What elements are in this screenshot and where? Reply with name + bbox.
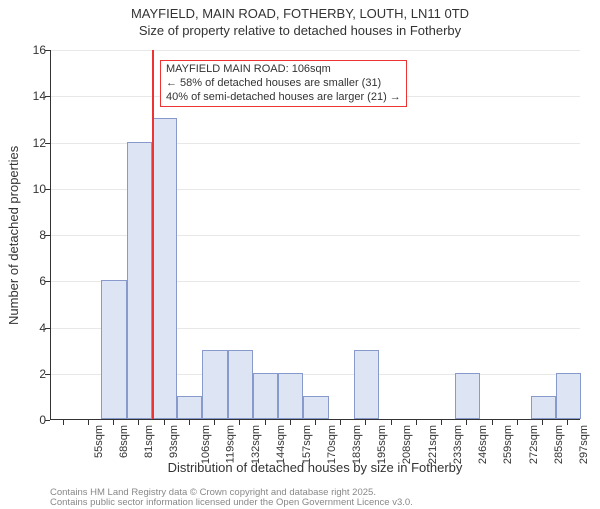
x-tick-label: 55sqm [93, 425, 105, 458]
histogram-bar [455, 373, 480, 419]
y-tick-label: 2 [16, 367, 46, 381]
annotation-line1: MAYFIELD MAIN ROAD: 106sqm [166, 63, 401, 77]
x-tick-label: 157sqm [301, 425, 313, 464]
x-tick-mark [441, 420, 442, 425]
x-tick-mark [290, 420, 291, 425]
histogram-bar [303, 396, 328, 419]
annotation-line2: ← 58% of detached houses are smaller (31… [166, 77, 401, 91]
x-tick-mark [315, 420, 316, 425]
y-tick-mark [45, 96, 50, 97]
page-title-line1: MAYFIELD, MAIN ROAD, FOTHERBY, LOUTH, LN… [0, 6, 600, 23]
x-axis-label: Distribution of detached houses by size … [50, 460, 580, 475]
y-tick-mark [45, 328, 50, 329]
x-tick-mark [113, 420, 114, 425]
x-tick-label: 144sqm [275, 425, 287, 464]
x-tick-label: 221sqm [427, 425, 439, 464]
x-tick-label: 297sqm [578, 425, 590, 464]
annotation-line3: 40% of semi-detached houses are larger (… [166, 91, 401, 105]
x-tick-label: 170sqm [326, 425, 338, 464]
x-tick-label: 208sqm [402, 425, 414, 464]
x-tick-mark [466, 420, 467, 425]
x-tick-mark [340, 420, 341, 425]
y-tick-mark [45, 235, 50, 236]
histogram-bar [278, 373, 303, 419]
y-tick-mark [45, 281, 50, 282]
y-axis-label: Number of detached properties [6, 146, 21, 325]
x-tick-mark [138, 420, 139, 425]
x-tick-mark [567, 420, 568, 425]
reference-line [152, 50, 154, 419]
histogram-bar [253, 373, 278, 419]
gridline-h [51, 50, 580, 51]
x-tick-mark [542, 420, 543, 425]
x-tick-label: 195sqm [376, 425, 388, 464]
x-tick-mark [517, 420, 518, 425]
y-tick-label: 0 [16, 413, 46, 427]
histogram-bar [152, 118, 177, 419]
x-tick-label: 246sqm [477, 425, 489, 464]
histogram-chart: MAYFIELD MAIN ROAD: 106sqm ← 58% of deta… [50, 50, 580, 420]
attribution-line2: Contains public sector information licen… [50, 498, 580, 508]
histogram-bar [127, 142, 152, 420]
x-tick-mark [164, 420, 165, 425]
y-tick-mark [45, 143, 50, 144]
y-tick-label: 14 [16, 89, 46, 103]
x-tick-mark [391, 420, 392, 425]
histogram-bar [177, 396, 202, 419]
y-tick-mark [45, 189, 50, 190]
x-tick-label: 132sqm [250, 425, 262, 464]
x-tick-mark [365, 420, 366, 425]
x-tick-label: 119sqm [224, 425, 236, 463]
page-title-line2: Size of property relative to detached ho… [0, 23, 600, 40]
x-tick-label: 93sqm [168, 425, 180, 458]
y-tick-mark [45, 420, 50, 421]
x-tick-label: 233sqm [452, 425, 464, 464]
x-tick-mark [492, 420, 493, 425]
histogram-bar [101, 280, 126, 419]
x-tick-mark [265, 420, 266, 425]
x-tick-label: 81sqm [143, 425, 155, 458]
x-tick-label: 272sqm [528, 425, 540, 464]
histogram-bar [202, 350, 227, 419]
annotation-box: MAYFIELD MAIN ROAD: 106sqm ← 58% of deta… [160, 60, 407, 107]
x-tick-mark [214, 420, 215, 425]
x-tick-mark [239, 420, 240, 425]
histogram-bar [228, 350, 253, 419]
histogram-bar [354, 350, 379, 419]
histogram-bar [531, 396, 556, 419]
x-tick-mark [88, 420, 89, 425]
y-tick-mark [45, 374, 50, 375]
x-tick-mark [416, 420, 417, 425]
y-tick-mark [45, 50, 50, 51]
y-tick-label: 16 [16, 43, 46, 57]
x-tick-mark [63, 420, 64, 425]
x-tick-mark [189, 420, 190, 425]
x-tick-label: 285sqm [553, 425, 565, 464]
x-tick-label: 106sqm [200, 425, 212, 464]
x-tick-label: 259sqm [503, 425, 515, 464]
histogram-bar [556, 373, 581, 419]
x-tick-label: 68sqm [118, 425, 130, 458]
x-tick-label: 183sqm [351, 425, 363, 464]
